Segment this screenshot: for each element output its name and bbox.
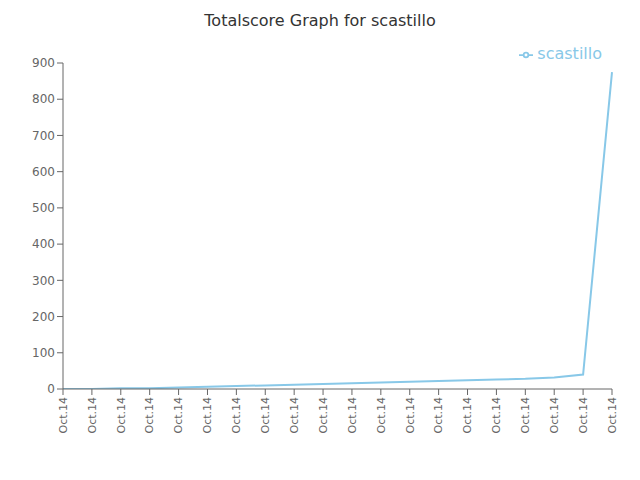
svg-text:Oct.14: Oct.14 bbox=[259, 397, 272, 434]
svg-text:Oct.14: Oct.14 bbox=[490, 397, 503, 434]
svg-text:Oct.14: Oct.14 bbox=[143, 397, 156, 434]
svg-text:Oct.14: Oct.14 bbox=[577, 397, 590, 434]
svg-text:Oct.14: Oct.14 bbox=[432, 397, 445, 434]
svg-text:Oct.14: Oct.14 bbox=[172, 397, 185, 434]
svg-text:Oct.14: Oct.14 bbox=[57, 397, 70, 434]
svg-text:Oct.14: Oct.14 bbox=[346, 397, 359, 434]
svg-text:Oct.14: Oct.14 bbox=[606, 397, 619, 434]
svg-text:Oct.14: Oct.14 bbox=[115, 397, 128, 434]
svg-text:Oct.14: Oct.14 bbox=[317, 397, 330, 434]
svg-text:Oct.14: Oct.14 bbox=[548, 397, 561, 434]
svg-text:400: 400 bbox=[32, 237, 55, 251]
svg-text:800: 800 bbox=[32, 92, 55, 106]
svg-text:500: 500 bbox=[32, 201, 55, 215]
svg-text:Oct.14: Oct.14 bbox=[375, 397, 388, 434]
html-text:scastillo: scastillo bbox=[537, 44, 602, 63]
svg-text:200: 200 bbox=[32, 310, 55, 324]
svg-text:600: 600 bbox=[32, 165, 55, 179]
svg-text:Oct.14: Oct.14 bbox=[288, 397, 301, 434]
svg-text:900: 900 bbox=[32, 56, 55, 70]
svg-text:300: 300 bbox=[32, 274, 55, 288]
svg-text:Oct.14: Oct.14 bbox=[230, 397, 243, 434]
svg-text:Oct.14: Oct.14 bbox=[519, 397, 532, 434]
html-text:Totalscore Graph for scastillo: Totalscore Graph for scastillo bbox=[204, 11, 436, 30]
svg-text:700: 700 bbox=[32, 129, 55, 143]
svg-text:Oct.14: Oct.14 bbox=[404, 397, 417, 434]
svg-text:Oct.14: Oct.14 bbox=[461, 397, 474, 434]
svg-text:Oct.14: Oct.14 bbox=[201, 397, 214, 434]
svg-text:0: 0 bbox=[47, 382, 55, 396]
svg-text:Oct.14: Oct.14 bbox=[86, 397, 99, 434]
svg-text:100: 100 bbox=[32, 346, 55, 360]
